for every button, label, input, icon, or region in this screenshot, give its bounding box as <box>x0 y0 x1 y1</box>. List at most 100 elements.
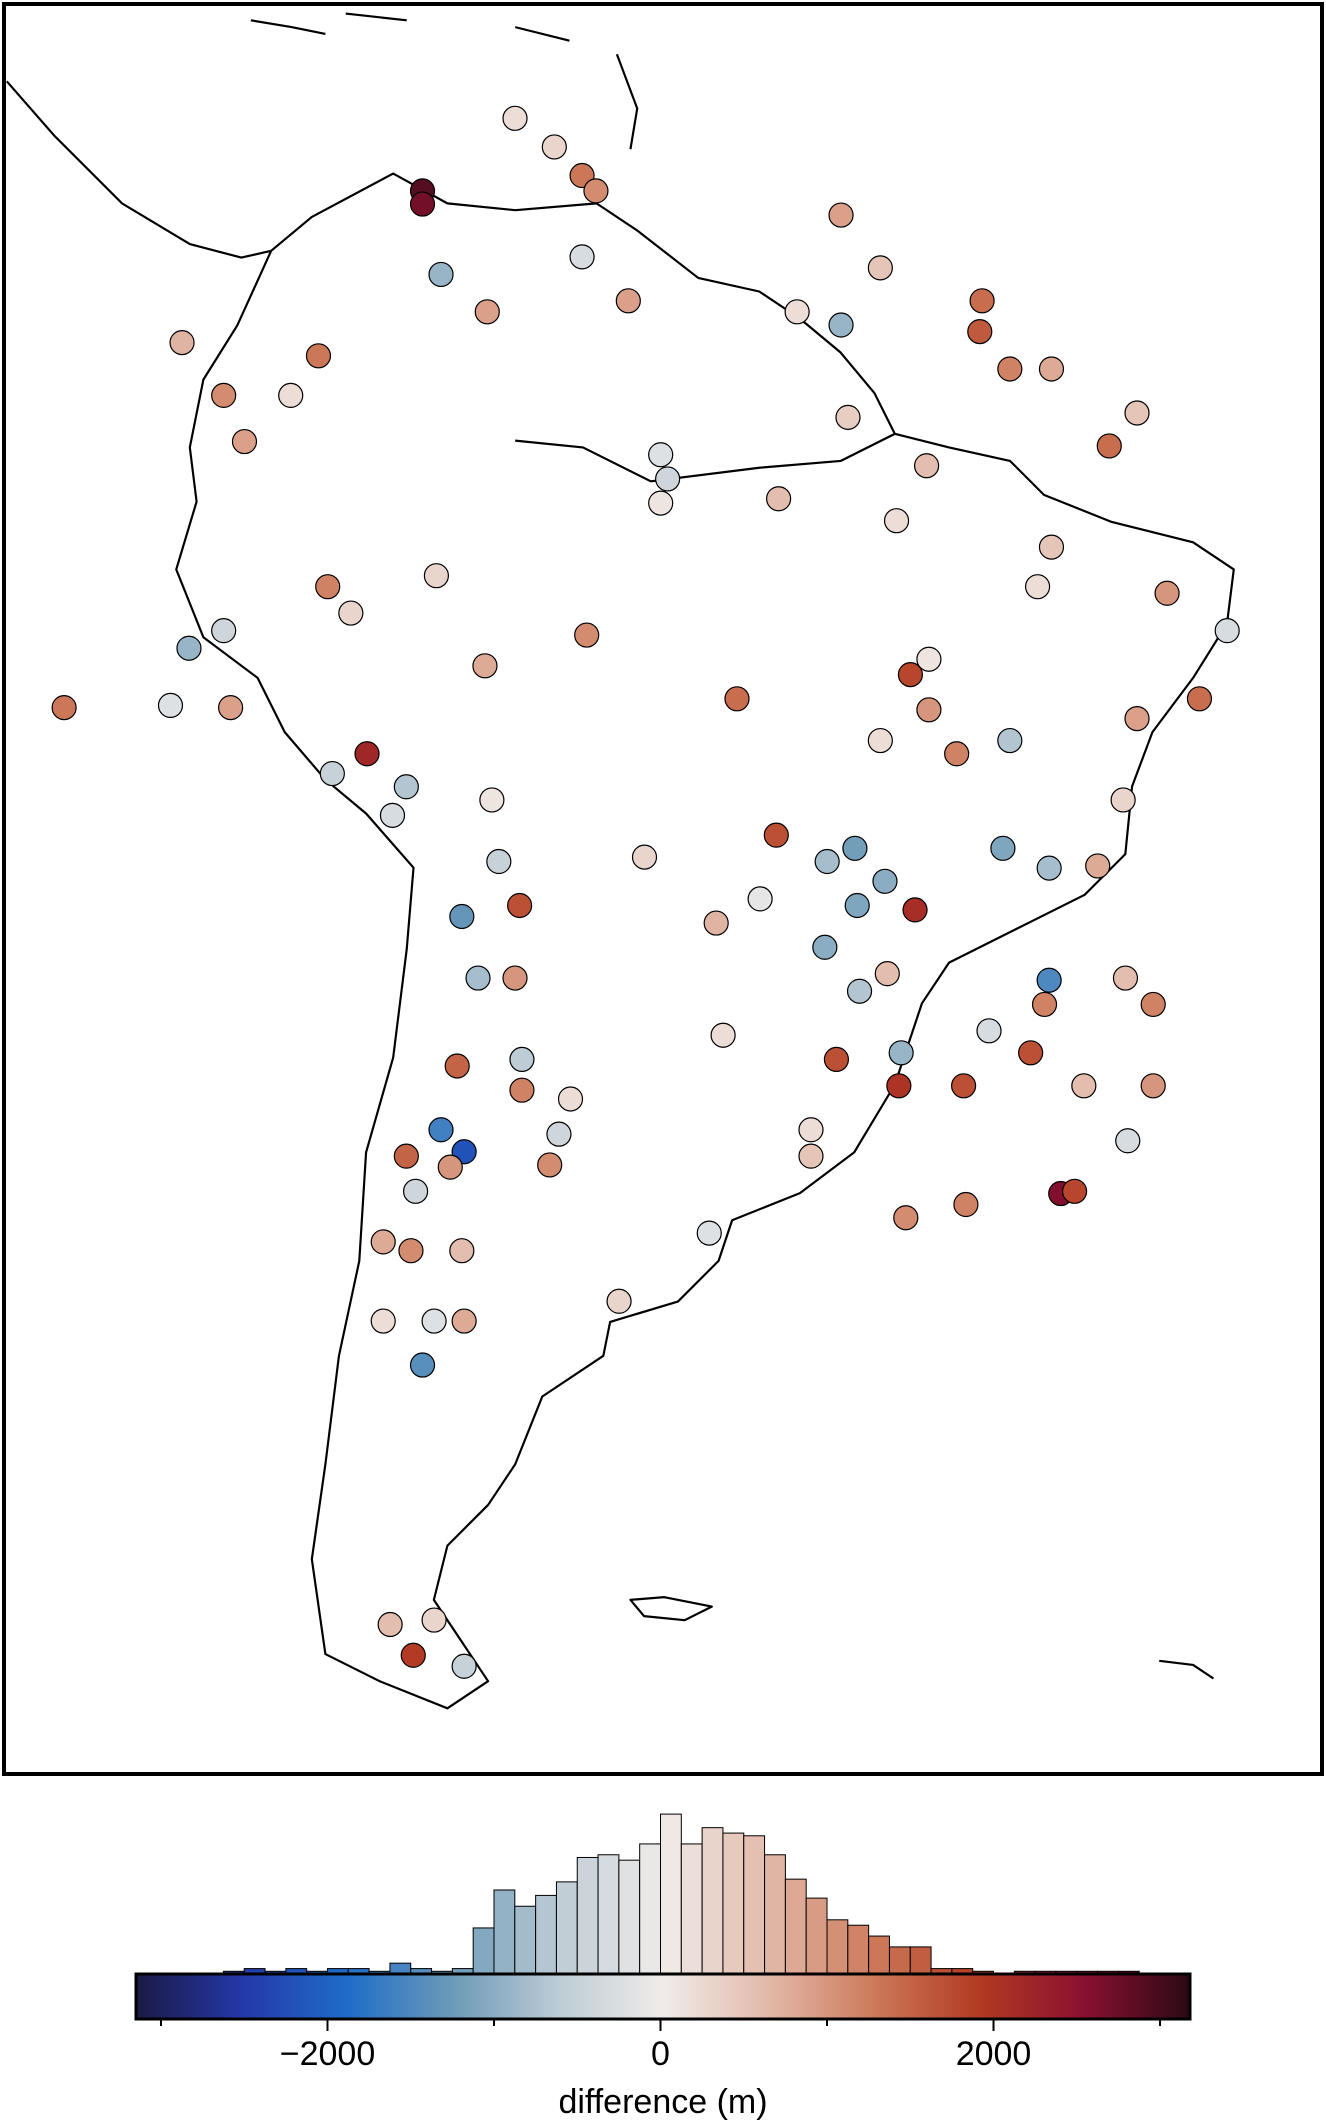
data-point <box>828 202 854 228</box>
data-point <box>231 428 258 455</box>
data-point <box>370 1229 396 1255</box>
data-point <box>465 965 491 991</box>
data-point <box>893 1205 919 1231</box>
data-point <box>444 1053 470 1079</box>
histogram-bar <box>514 1905 537 1975</box>
data-point <box>1124 705 1150 732</box>
tick-label: −2000 <box>280 2035 376 2073</box>
histogram-bar <box>576 1856 599 1975</box>
data-point <box>354 741 380 767</box>
data-point <box>916 697 942 723</box>
data-point <box>546 1121 572 1147</box>
central-america-coast <box>5 80 272 259</box>
data-point <box>583 178 609 204</box>
histogram-bar <box>660 1813 682 1975</box>
data-point <box>507 892 533 919</box>
caribbean-coast <box>250 12 639 150</box>
data-point <box>1154 580 1180 606</box>
data-point <box>902 897 928 923</box>
tick-label: 0 <box>651 2035 670 2073</box>
data-point <box>846 978 873 1004</box>
south-georgia <box>1159 1659 1215 1680</box>
south-america-coast <box>175 172 1235 1710</box>
map-frame <box>2 2 1324 1776</box>
data-point <box>319 760 345 787</box>
histogram-bar <box>618 1859 641 1975</box>
data-point <box>451 1308 477 1334</box>
data-point <box>1115 1128 1141 1154</box>
histogram-bar <box>764 1854 786 1975</box>
histogram-bar <box>680 1843 703 1975</box>
data-point <box>474 299 500 325</box>
data-point <box>305 343 332 369</box>
data-point <box>379 802 406 828</box>
histogram-bar <box>847 1924 870 1975</box>
data-point <box>969 288 995 314</box>
data-point <box>990 835 1016 861</box>
data-point <box>428 261 454 288</box>
data-point <box>409 1352 436 1378</box>
data-point <box>218 695 244 721</box>
data-point <box>814 848 840 875</box>
data-point <box>402 1178 429 1204</box>
data-point <box>703 910 729 936</box>
data-point <box>541 134 567 160</box>
data-point <box>509 1077 535 1103</box>
data-point <box>1214 618 1240 644</box>
data-point <box>631 844 658 870</box>
colorbar <box>134 1972 1192 2021</box>
data-point <box>997 356 1023 382</box>
data-point <box>315 574 341 600</box>
data-point <box>502 965 528 991</box>
histogram-bar <box>868 1935 890 1975</box>
histogram-bar <box>555 1881 578 1975</box>
data-point <box>798 1117 824 1143</box>
data-point <box>812 934 838 960</box>
data-point <box>449 1238 475 1264</box>
data-layer: −2000 0 2000 <box>51 105 1240 2073</box>
data-point <box>370 1308 396 1334</box>
data-point <box>486 848 512 875</box>
histogram-bar <box>493 1889 516 1975</box>
data-point <box>874 961 900 987</box>
data-point <box>400 1642 426 1668</box>
data-point <box>157 692 184 719</box>
amazon-river <box>515 432 896 483</box>
falkland-islands <box>629 1596 713 1622</box>
data-point <box>606 1288 632 1314</box>
data-point <box>472 653 498 679</box>
data-point <box>278 382 304 408</box>
data-point <box>338 600 364 626</box>
histogram-bar <box>701 1827 724 1975</box>
data-point <box>574 622 600 648</box>
data-point <box>479 787 505 813</box>
data-point <box>1085 853 1111 879</box>
data-point <box>423 563 449 589</box>
data-point <box>953 1191 979 1218</box>
histogram-bar <box>639 1843 662 1975</box>
data-point <box>997 727 1023 754</box>
data-point <box>421 1308 447 1334</box>
colorbar-label: difference (m) <box>558 2083 767 2121</box>
histogram-bar <box>743 1835 766 1975</box>
data-point <box>393 1143 419 1169</box>
data-point <box>967 319 993 345</box>
data-point <box>1096 433 1122 459</box>
data-point <box>537 1152 563 1178</box>
data-point <box>867 727 893 754</box>
data-point <box>763 822 789 848</box>
data-point <box>710 1022 736 1048</box>
data-point <box>844 892 870 919</box>
data-point <box>648 442 674 468</box>
histogram-bar <box>389 1962 412 1975</box>
data-point <box>1124 400 1150 426</box>
data-point <box>1036 855 1062 881</box>
data-point <box>747 886 773 912</box>
data-point <box>557 1086 584 1112</box>
data-point <box>1071 1073 1097 1099</box>
data-point <box>648 490 674 516</box>
data-point <box>828 312 854 338</box>
data-point <box>509 1046 535 1073</box>
data-point <box>1038 356 1065 382</box>
data-point <box>696 1220 722 1246</box>
